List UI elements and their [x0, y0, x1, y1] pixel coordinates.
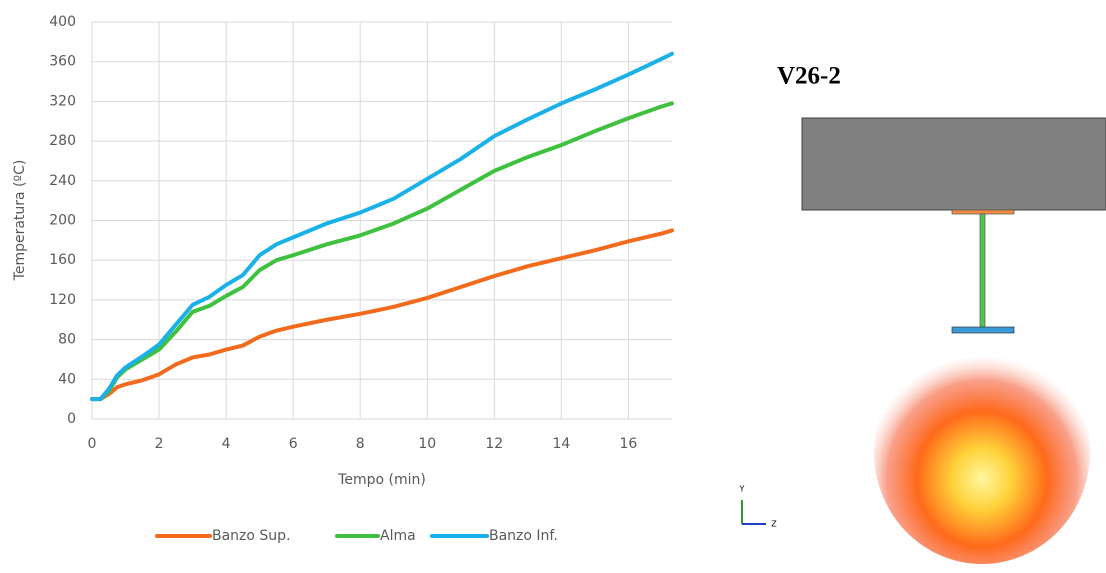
top-flange	[951, 209, 1015, 215]
bottom-flange	[951, 326, 1015, 334]
x-tick-label: 10	[418, 436, 436, 452]
y-tick-label: 240	[49, 173, 76, 189]
y-tick-label: 320	[49, 93, 76, 109]
x-tick-label: 12	[485, 436, 503, 452]
axis-y-label: Y	[739, 485, 745, 494]
y-tick-label: 120	[49, 292, 76, 308]
y-tick-label: 0	[67, 411, 76, 427]
x-tick-label: 4	[222, 436, 231, 452]
x-tick-label: 16	[620, 436, 638, 452]
y-tick-label: 160	[49, 252, 76, 268]
web	[979, 213, 986, 329]
slab	[801, 117, 1106, 211]
x-tick-label: 8	[356, 436, 365, 452]
x-tick-label: 0	[88, 436, 97, 452]
y-tick-label: 360	[49, 54, 76, 70]
legend-label: Banzo Sup.	[212, 528, 291, 544]
axis-z-label: Z	[771, 520, 777, 529]
figure-title: V26-2	[777, 63, 841, 90]
y-tick-label: 280	[49, 133, 76, 149]
y-tick-label: 400	[49, 14, 76, 30]
x-tick-label: 2	[155, 436, 164, 452]
y-tick-label: 40	[58, 371, 76, 387]
x-tick-label: 14	[552, 436, 570, 452]
x-axis-title: Tempo (min)	[337, 472, 426, 488]
x-tick-label: 6	[289, 436, 298, 452]
legend-label: Alma	[380, 528, 416, 544]
legend-label: Banzo Inf.	[489, 528, 558, 544]
section-diagram	[741, 117, 1106, 564]
y-tick-label: 200	[49, 213, 76, 229]
y-axis-title: Temperatura (ºC)	[12, 160, 28, 282]
series-line	[90, 228, 674, 402]
fire	[874, 340, 1090, 564]
y-tick-label: 80	[58, 332, 76, 348]
series-line	[90, 51, 674, 402]
